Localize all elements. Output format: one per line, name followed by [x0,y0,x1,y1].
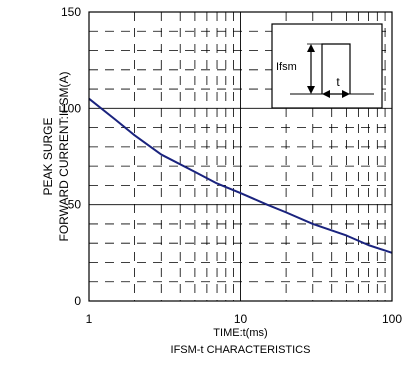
y-tick-label: 100 [61,101,81,115]
ifsm-curve [88,97,393,254]
chart-caption: IFSM-t CHARACTERISTICS [171,344,311,356]
inset-pulse-diagram: Ifsm t [271,23,383,109]
inset-arrowhead-right [342,90,350,98]
y-axis-label-line-2: FORWARD CURRENT:IFSM(A) [57,72,71,242]
y-axis-label-line-1: PEAK SURGE [41,117,55,195]
inset-arrowhead-up [307,44,315,52]
series-layer [88,97,393,254]
x-tick-label: 10 [234,312,248,326]
inset-ifsm-label: Ifsm [276,61,297,73]
x-axis-label: TIME:t(ms) [213,327,267,339]
inset-arrowhead-left [322,90,330,98]
x-tick-label: 100 [382,312,402,326]
plot-frame [88,11,393,302]
y-tick-label: 50 [68,198,82,212]
y-tick-label: 150 [61,5,81,19]
tick-labels: 0 50 100 150 1 10 100 [61,5,402,326]
inset-pulse [321,43,351,94]
inset-time-label: t [336,75,340,89]
inset-arrowhead-down [307,86,315,94]
y-tick-label: 0 [74,294,81,308]
x-tick-label: 1 [86,312,93,326]
